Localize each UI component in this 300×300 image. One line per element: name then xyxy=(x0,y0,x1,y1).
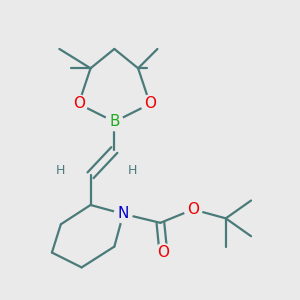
Circle shape xyxy=(126,164,139,177)
Circle shape xyxy=(141,95,159,113)
Text: O: O xyxy=(144,96,156,111)
Circle shape xyxy=(54,164,68,177)
Circle shape xyxy=(184,200,202,218)
Text: O: O xyxy=(73,96,85,111)
Text: H: H xyxy=(128,164,137,177)
Text: N: N xyxy=(118,206,129,221)
Text: O: O xyxy=(187,202,199,217)
Circle shape xyxy=(105,113,123,131)
Text: O: O xyxy=(158,245,169,260)
Circle shape xyxy=(114,205,132,223)
Circle shape xyxy=(154,244,172,262)
Circle shape xyxy=(70,95,88,113)
Text: B: B xyxy=(109,114,120,129)
Text: H: H xyxy=(56,164,65,177)
